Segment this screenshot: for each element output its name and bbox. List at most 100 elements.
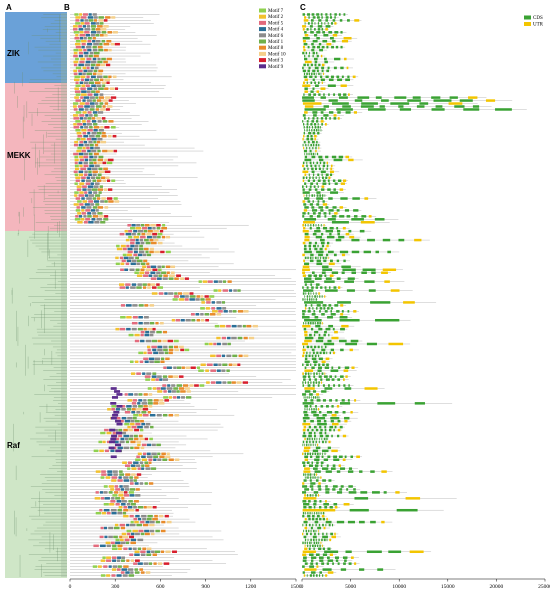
cds-box bbox=[325, 277, 332, 280]
motif-box bbox=[86, 176, 90, 179]
cds-box bbox=[306, 164, 308, 168]
cds-box bbox=[317, 173, 320, 177]
utr-box bbox=[315, 473, 317, 476]
motif-box bbox=[233, 363, 237, 367]
motif-box bbox=[146, 232, 152, 236]
motif-box bbox=[82, 123, 87, 126]
cds-box bbox=[322, 39, 328, 43]
motif-box bbox=[178, 375, 184, 378]
cds-box bbox=[337, 111, 341, 114]
cds-box bbox=[324, 280, 335, 283]
motif-box bbox=[144, 482, 148, 485]
motif-box bbox=[131, 411, 136, 414]
cds-box bbox=[416, 105, 425, 108]
motif-box bbox=[159, 402, 165, 405]
cds-box bbox=[311, 476, 313, 479]
motif-box bbox=[84, 194, 89, 197]
cds-box bbox=[304, 158, 312, 162]
motif-box bbox=[87, 215, 92, 218]
motif-box bbox=[142, 413, 149, 417]
utr-box bbox=[323, 223, 325, 227]
motif-box bbox=[129, 523, 136, 527]
motif-box bbox=[168, 277, 174, 280]
cds-box bbox=[317, 16, 320, 19]
motif-box bbox=[79, 158, 84, 162]
motif-box bbox=[209, 342, 213, 346]
cds-box bbox=[316, 461, 319, 464]
cds-box bbox=[304, 197, 310, 200]
cds-box bbox=[323, 458, 329, 461]
cds-box bbox=[303, 126, 305, 129]
motif-box bbox=[145, 520, 150, 524]
motif-box bbox=[206, 301, 211, 304]
motif-box bbox=[98, 87, 104, 90]
motif-box bbox=[164, 399, 169, 402]
motif-box bbox=[130, 440, 136, 444]
motif-box bbox=[129, 434, 134, 438]
motif-box bbox=[148, 393, 153, 396]
motif-box bbox=[93, 123, 98, 126]
cds-box bbox=[368, 289, 376, 292]
motif-legend-swatch bbox=[259, 33, 266, 38]
cds-box bbox=[308, 117, 310, 120]
motif-box bbox=[100, 34, 104, 37]
motif-box bbox=[122, 247, 127, 251]
motif-box bbox=[134, 244, 139, 248]
cds-box bbox=[329, 117, 331, 120]
motif-box bbox=[153, 399, 159, 402]
motif-box bbox=[74, 161, 78, 165]
cds-box bbox=[317, 45, 321, 49]
motif-box bbox=[164, 514, 169, 518]
motif-box bbox=[227, 342, 231, 346]
cds-box bbox=[312, 78, 315, 82]
cds-box bbox=[340, 348, 344, 352]
motif-box bbox=[114, 485, 119, 488]
cds-box bbox=[325, 117, 327, 120]
cds-box bbox=[324, 425, 327, 429]
motif-box bbox=[168, 345, 174, 349]
motif-box bbox=[79, 31, 84, 34]
motif-tick-label: 900 bbox=[201, 584, 210, 590]
cds-box bbox=[317, 369, 322, 372]
motif-box bbox=[77, 221, 83, 224]
motif-legend-label: Motif 1 bbox=[268, 40, 284, 45]
motif-legend-label: Motif 8 bbox=[268, 46, 284, 51]
cds-box bbox=[314, 194, 315, 197]
cds-box bbox=[375, 250, 379, 254]
utr-box bbox=[302, 422, 311, 426]
cds-box bbox=[317, 345, 320, 349]
utr-box bbox=[395, 491, 400, 494]
utr-box bbox=[342, 434, 347, 438]
motif-box bbox=[108, 200, 114, 203]
cds-box bbox=[302, 485, 308, 488]
motif-box bbox=[108, 99, 113, 102]
motif-box bbox=[246, 324, 252, 328]
motif-box bbox=[223, 280, 227, 283]
cds-box bbox=[308, 431, 312, 435]
cds-box bbox=[310, 31, 314, 34]
cds-box bbox=[322, 479, 326, 482]
motif-box bbox=[112, 31, 118, 34]
utr-box bbox=[316, 393, 320, 396]
motif-box bbox=[157, 277, 162, 280]
motif-box bbox=[162, 458, 168, 461]
motif-box bbox=[142, 517, 147, 521]
motif-box bbox=[140, 241, 145, 245]
motif-tick-label: 600 bbox=[156, 584, 165, 590]
cds-box bbox=[304, 262, 310, 266]
cds-box bbox=[339, 318, 360, 322]
cds-box bbox=[331, 22, 333, 25]
motif-box bbox=[73, 72, 78, 76]
cds-box bbox=[345, 78, 350, 82]
motif-box bbox=[78, 143, 84, 147]
motif-box bbox=[216, 307, 222, 310]
motif-box bbox=[82, 120, 86, 123]
cds-box bbox=[310, 419, 314, 423]
motif-box bbox=[85, 60, 91, 64]
motif-box bbox=[82, 188, 87, 191]
cds-box bbox=[305, 176, 308, 179]
motif-box bbox=[82, 72, 86, 76]
cds-box bbox=[323, 538, 326, 542]
motif-box bbox=[92, 72, 97, 76]
motif-box bbox=[105, 108, 110, 111]
